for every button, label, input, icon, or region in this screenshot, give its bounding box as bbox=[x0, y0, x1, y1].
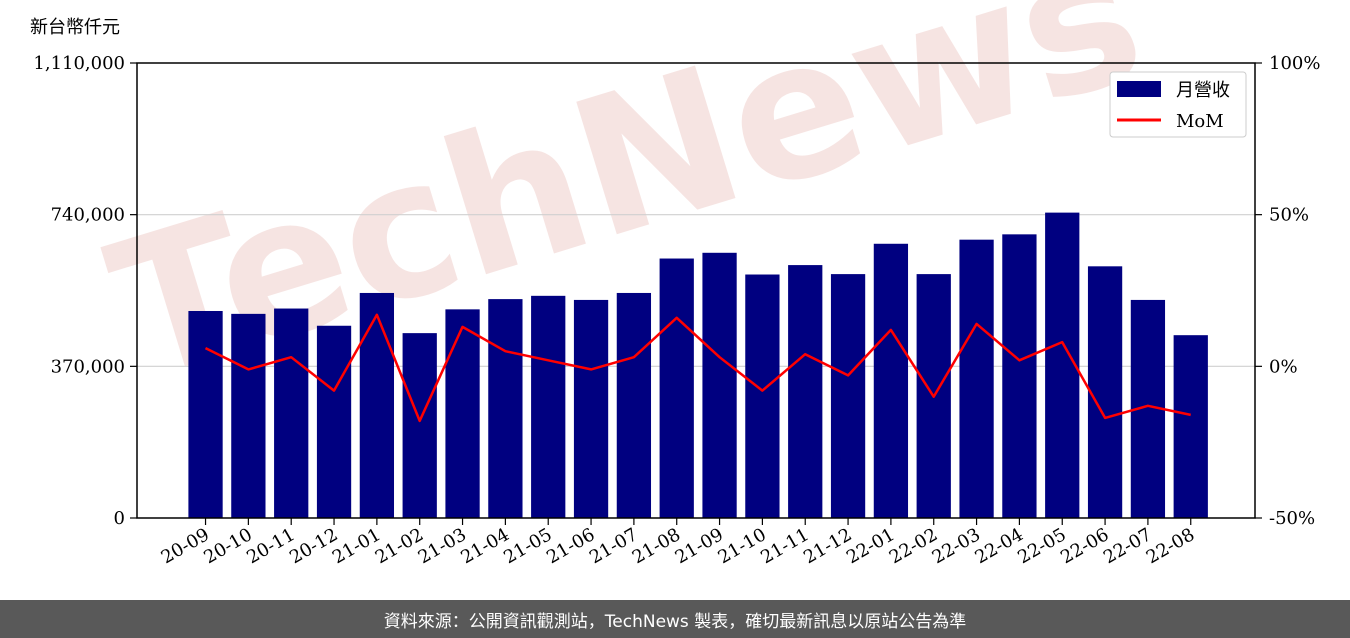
footer-source-note: 資料來源：公開資訊觀測站，TechNews 製表，確切最新訊息以原站公告為準 bbox=[0, 600, 1350, 638]
bar bbox=[531, 295, 566, 518]
x-tick-label: 20-12 bbox=[286, 524, 341, 568]
bar bbox=[1045, 212, 1080, 518]
bar bbox=[788, 265, 823, 518]
bar bbox=[359, 292, 395, 518]
x-tick-label: 22-06 bbox=[1057, 524, 1112, 568]
footer-text: 資料來源：公開資訊觀測站，TechNews 製表，確切最新訊息以原站公告為準 bbox=[383, 611, 967, 632]
bar bbox=[830, 274, 866, 518]
right-axis: -50% 0% 50% 100% bbox=[1255, 53, 1320, 529]
x-axis: 20-0920-1020-1120-1221-0121-0221-0321-04… bbox=[158, 518, 1198, 568]
bar bbox=[1087, 266, 1123, 518]
x-tick-label: 21-11 bbox=[757, 524, 812, 568]
x-tick-label: 20-09 bbox=[158, 524, 213, 568]
plot-frame bbox=[136, 62, 1256, 519]
y-right-tick-label: 0% bbox=[1269, 356, 1298, 377]
left-axis: 0 370,000 740,000 1,110,000 bbox=[33, 53, 137, 529]
x-tick-label: 20-11 bbox=[243, 524, 298, 568]
chart-area: TechNews 新台幣仟元 0370,000740,0001,110,000 … bbox=[30, 0, 1320, 568]
x-tick-label: 21-08 bbox=[629, 524, 684, 568]
x-tick-label: 21-06 bbox=[543, 524, 598, 568]
x-tick-label: 22-04 bbox=[971, 524, 1026, 568]
legend-label-line: MoM bbox=[1176, 111, 1224, 132]
x-tick-label: 21-07 bbox=[586, 524, 641, 568]
x-tick-label: 22-03 bbox=[929, 524, 984, 568]
x-tick-label: 22-01 bbox=[843, 524, 898, 568]
bar bbox=[231, 313, 266, 518]
bar bbox=[573, 299, 609, 518]
x-tick-label: 21-12 bbox=[800, 524, 855, 568]
y-left-tick-label: 0 bbox=[114, 508, 125, 529]
bar bbox=[488, 299, 523, 518]
line-series bbox=[204, 313, 1191, 423]
x-tick-label: 22-05 bbox=[1014, 524, 1069, 568]
legend-label-bar: 月營收 bbox=[1176, 80, 1230, 101]
y-right-tick-label: 50% bbox=[1269, 205, 1309, 226]
y-left-tick-label: 1,110,000 bbox=[33, 53, 125, 74]
x-tick-label: 21-04 bbox=[457, 524, 512, 568]
x-tick-label: 20-10 bbox=[200, 524, 255, 568]
y-right-tick-label: 100% bbox=[1269, 53, 1320, 74]
bar-series bbox=[188, 212, 1208, 519]
bar bbox=[616, 292, 652, 518]
x-tick-label: 22-08 bbox=[1143, 524, 1198, 568]
bar bbox=[959, 239, 994, 518]
y-left-tick-label: 370,000 bbox=[51, 356, 125, 377]
bar bbox=[745, 274, 780, 518]
bar bbox=[316, 325, 352, 518]
x-tick-label: 21-05 bbox=[500, 524, 555, 568]
bar bbox=[873, 243, 909, 518]
bar bbox=[1173, 335, 1208, 518]
bar bbox=[402, 333, 437, 518]
bar bbox=[702, 252, 737, 519]
bar bbox=[188, 310, 223, 518]
x-tick-label: 21-10 bbox=[714, 524, 769, 568]
bar bbox=[445, 309, 480, 518]
bar bbox=[274, 308, 309, 518]
x-tick-label: 22-07 bbox=[1100, 524, 1155, 568]
legend: 月營收 MoM bbox=[1109, 71, 1247, 138]
x-tick-label: 21-02 bbox=[372, 524, 427, 568]
y-axis-unit-label: 新台幣仟元 bbox=[30, 17, 120, 38]
y-right-tick-label: -50% bbox=[1269, 508, 1315, 529]
bar bbox=[659, 258, 694, 518]
y-left-tick-label: 740,000 bbox=[51, 205, 125, 226]
bar bbox=[1002, 234, 1037, 518]
x-tick-label: 21-01 bbox=[329, 524, 384, 568]
legend-swatch-bar bbox=[1117, 81, 1161, 97]
mom-line bbox=[204, 313, 1191, 423]
x-tick-label: 21-03 bbox=[415, 524, 470, 568]
x-tick-label: 21-09 bbox=[672, 524, 727, 568]
x-tick-label: 22-02 bbox=[886, 524, 941, 568]
